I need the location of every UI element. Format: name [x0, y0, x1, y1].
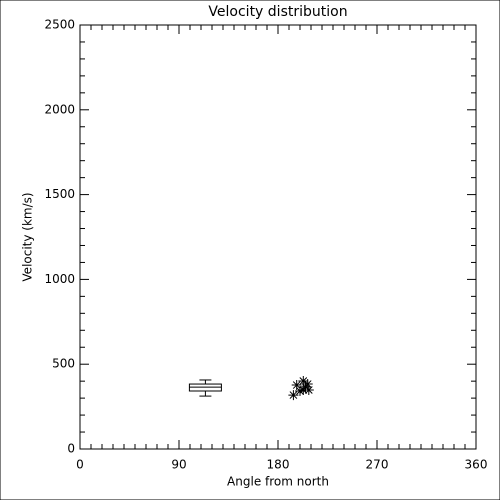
- plot-frame: [79, 24, 477, 450]
- x-tick-label: 180: [267, 458, 290, 472]
- x-tick-label: 0: [76, 458, 84, 472]
- x-tick-label: 270: [366, 458, 389, 472]
- point: [298, 375, 309, 386]
- y-tick-label: 500: [52, 357, 75, 371]
- chart-title: Velocity distribution: [208, 4, 347, 20]
- y-axis-label: Velocity (km/s): [21, 192, 35, 281]
- y-tick-label: 1000: [44, 272, 75, 286]
- y-tick-label: 2000: [44, 102, 75, 116]
- point: [298, 384, 309, 395]
- point: [291, 380, 302, 391]
- point: [288, 390, 299, 401]
- x-tick-label: 90: [171, 458, 186, 472]
- point: [303, 384, 314, 395]
- y-tick-label: 0: [67, 442, 75, 456]
- point: [302, 379, 313, 390]
- y-tick-label: 1500: [44, 187, 75, 201]
- y-tick-label: 2500: [44, 18, 75, 32]
- point: [295, 385, 305, 396]
- x-tick-label: 360: [465, 458, 488, 472]
- x-axis-label: Angle from north: [227, 475, 329, 489]
